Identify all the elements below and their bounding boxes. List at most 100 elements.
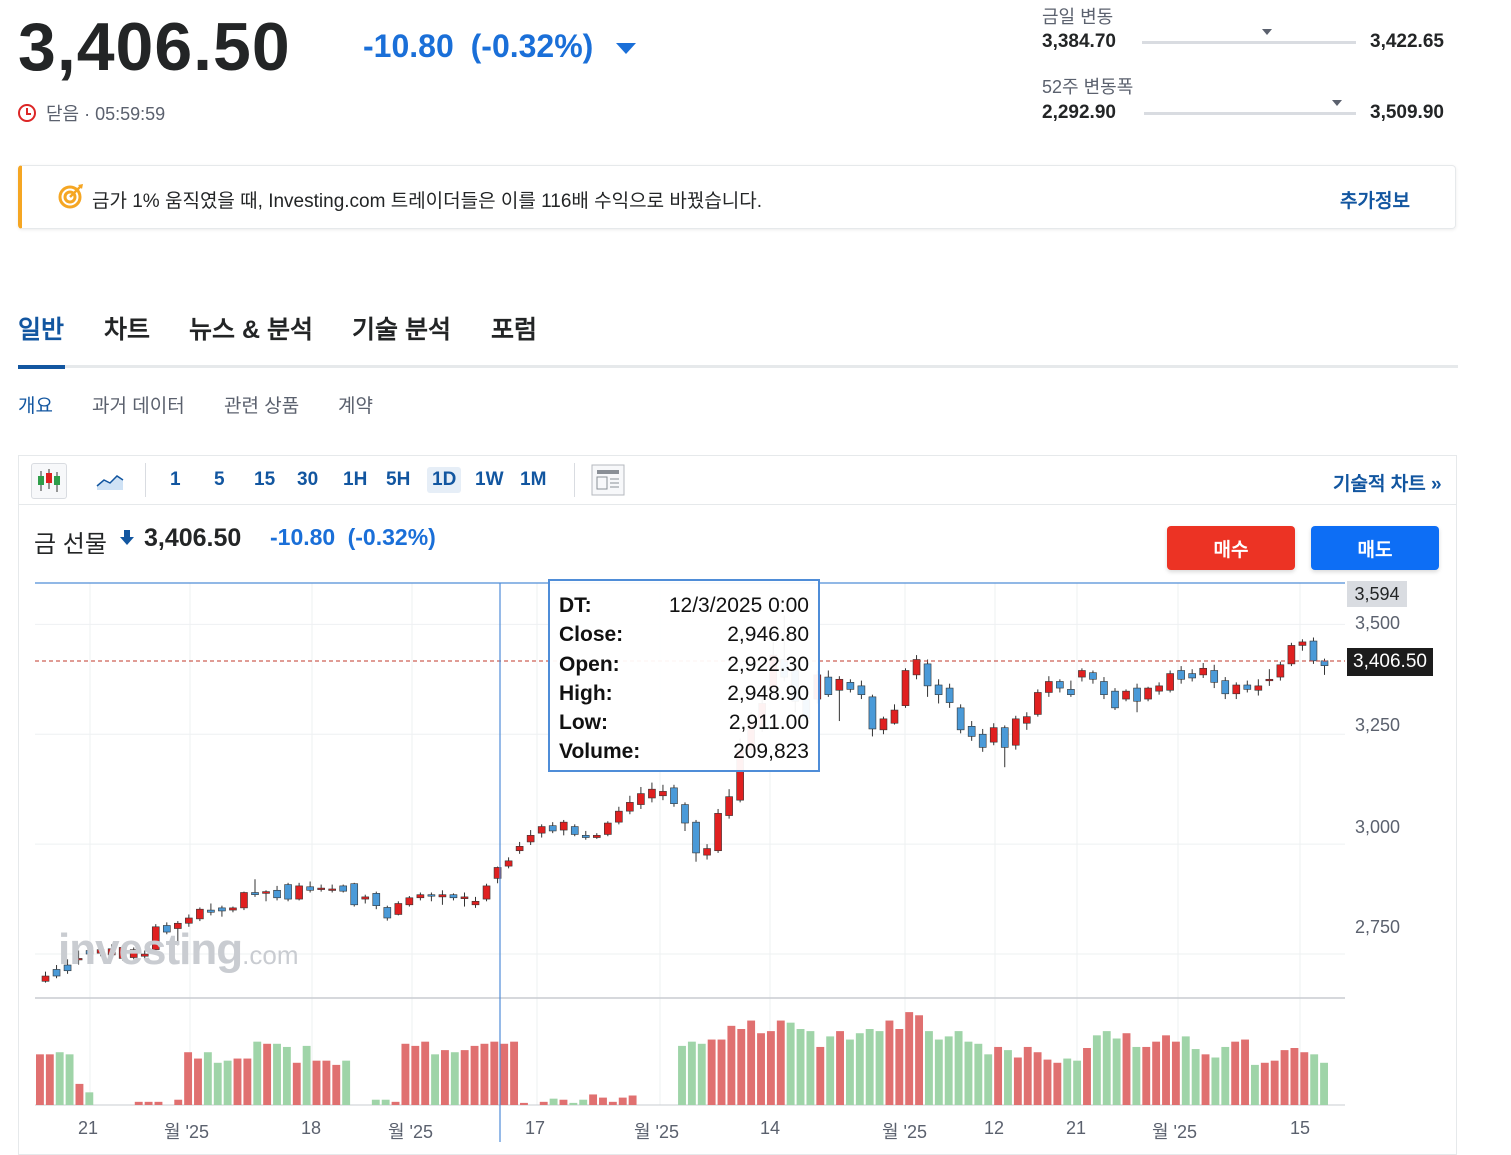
- candle-body: [118, 947, 127, 959]
- volume-bar: [549, 1098, 558, 1105]
- candle-body: [1089, 672, 1097, 680]
- candlestick-type-button[interactable]: [31, 463, 67, 499]
- volume-bar: [954, 1031, 963, 1105]
- volume-bar: [1260, 1062, 1269, 1105]
- candle-body: [107, 948, 116, 956]
- candle-body: [1210, 670, 1219, 683]
- volume-bar: [75, 1083, 84, 1105]
- candle-body: [74, 958, 83, 961]
- instrument-change-value: -10.80: [270, 524, 336, 550]
- volume-bar: [905, 1012, 914, 1105]
- volume-bar: [1013, 1057, 1022, 1105]
- volume-bar: [599, 1097, 607, 1105]
- candle-body: [284, 884, 292, 900]
- volume-bar: [1122, 1033, 1131, 1105]
- volume-bar: [1211, 1057, 1220, 1105]
- volume-bar: [944, 1036, 953, 1105]
- chart-settings-icon[interactable]: [591, 464, 625, 496]
- candle-body: [504, 860, 513, 867]
- watermark-main: investing: [58, 925, 243, 974]
- candle-body: [273, 889, 281, 899]
- timeframe-1h[interactable]: 1H: [343, 469, 368, 490]
- technical-chart-link[interactable]: 기술적 차트 »: [1333, 474, 1442, 495]
- ohlc-tooltip: DT: 12/3/2025 0:00 Close: 2,946.80 Open: 2,…: [548, 579, 820, 772]
- area-chart-icon[interactable]: [95, 468, 125, 492]
- candle-body: [493, 867, 502, 879]
- y-tick-label: 2,750: [1355, 917, 1401, 937]
- timeframe-1m[interactable]: 1M: [520, 469, 547, 490]
- subtab-related[interactable]: 관련 상품: [224, 396, 300, 417]
- candle-body: [1155, 685, 1163, 692]
- volume-bar: [253, 1041, 262, 1105]
- volume-bar: [697, 1043, 706, 1105]
- volume-bar: [480, 1043, 489, 1105]
- volume-bar: [786, 1022, 795, 1105]
- timeframe-30[interactable]: 30: [297, 469, 319, 490]
- candle-body: [526, 835, 535, 843]
- candle-body: [1011, 718, 1020, 746]
- volume-bar: [282, 1046, 291, 1105]
- volume-bar: [885, 1020, 894, 1105]
- sell-button[interactable]: 매도: [1311, 526, 1439, 570]
- candle-body: [162, 925, 171, 933]
- candle-body: [581, 835, 590, 838]
- candle-body: [559, 821, 568, 831]
- volume-bar: [747, 1020, 756, 1105]
- candle-body: [615, 810, 623, 823]
- banner-text: 금가 1% 움직였을 때, Investing.com 트레이더들은 이를 11…: [92, 191, 763, 212]
- timeframe-1d[interactable]: 1D: [427, 467, 462, 493]
- candle-body: [1078, 670, 1086, 678]
- timeframe-5h[interactable]: 5H: [386, 469, 411, 490]
- tab-forum[interactable]: 포럼: [491, 316, 538, 344]
- volume-bar: [855, 1033, 864, 1105]
- candle-body: [1221, 680, 1230, 695]
- promo-banner: [18, 165, 1456, 229]
- candle-body: [438, 894, 447, 898]
- candle-body: [361, 896, 370, 900]
- tab-chart[interactable]: 차트: [104, 316, 151, 344]
- tooltip-row: High: 2,948.90: [559, 679, 809, 708]
- subtab-contracts[interactable]: 계약: [338, 396, 373, 417]
- target-icon: [58, 184, 83, 209]
- volume-bar: [263, 1043, 272, 1105]
- candle-body: [306, 886, 314, 891]
- volume-bar: [1102, 1031, 1111, 1105]
- candle-body: [460, 896, 469, 899]
- timeframe-15[interactable]: 15: [254, 469, 276, 490]
- subtab-historical[interactable]: 과거 데이터: [92, 396, 185, 417]
- buy-button[interactable]: 매수: [1167, 526, 1295, 570]
- volume-bar: [865, 1029, 874, 1105]
- candle-body: [890, 709, 899, 724]
- instrument-price: 3,406.50: [144, 524, 242, 552]
- tab-news-analysis[interactable]: 뉴스 & 분석: [189, 316, 313, 344]
- timeframe-1[interactable]: 1: [170, 469, 181, 490]
- volume-bar: [766, 1031, 775, 1105]
- volume-bar: [1152, 1041, 1161, 1105]
- volume-bar: [1201, 1054, 1210, 1105]
- volume-bar: [134, 1101, 143, 1105]
- volume-bar: [1063, 1058, 1072, 1105]
- x-tick-label: 월 '25: [882, 1122, 928, 1142]
- more-info-link[interactable]: 추가정보: [1340, 191, 1410, 212]
- volume-bar: [460, 1050, 469, 1105]
- timeframe-5[interactable]: 5: [214, 469, 225, 490]
- candle-body: [140, 953, 149, 957]
- timeframe-1w[interactable]: 1W: [475, 469, 504, 490]
- candle-body: [52, 969, 61, 977]
- candle-body: [449, 894, 458, 899]
- volume-bar: [1310, 1054, 1319, 1105]
- active-tab-indicator: [18, 365, 65, 369]
- tooltip-row: Close: 2,946.80: [559, 620, 809, 649]
- instrument-name: 금 선물: [34, 531, 107, 558]
- tab-general[interactable]: 일반: [18, 316, 65, 344]
- candle-body: [240, 892, 248, 909]
- volume-bar: [539, 1101, 548, 1105]
- toolbar-divider: [18, 504, 1457, 505]
- tab-technical[interactable]: 기술 분석: [352, 316, 451, 344]
- volume-bar: [1092, 1035, 1101, 1105]
- candle-body: [1122, 690, 1130, 700]
- volume-bar: [1142, 1046, 1151, 1105]
- subtab-overview[interactable]: 개요: [18, 396, 53, 417]
- volume-bar: [391, 1101, 400, 1105]
- volume-bar: [875, 1031, 884, 1105]
